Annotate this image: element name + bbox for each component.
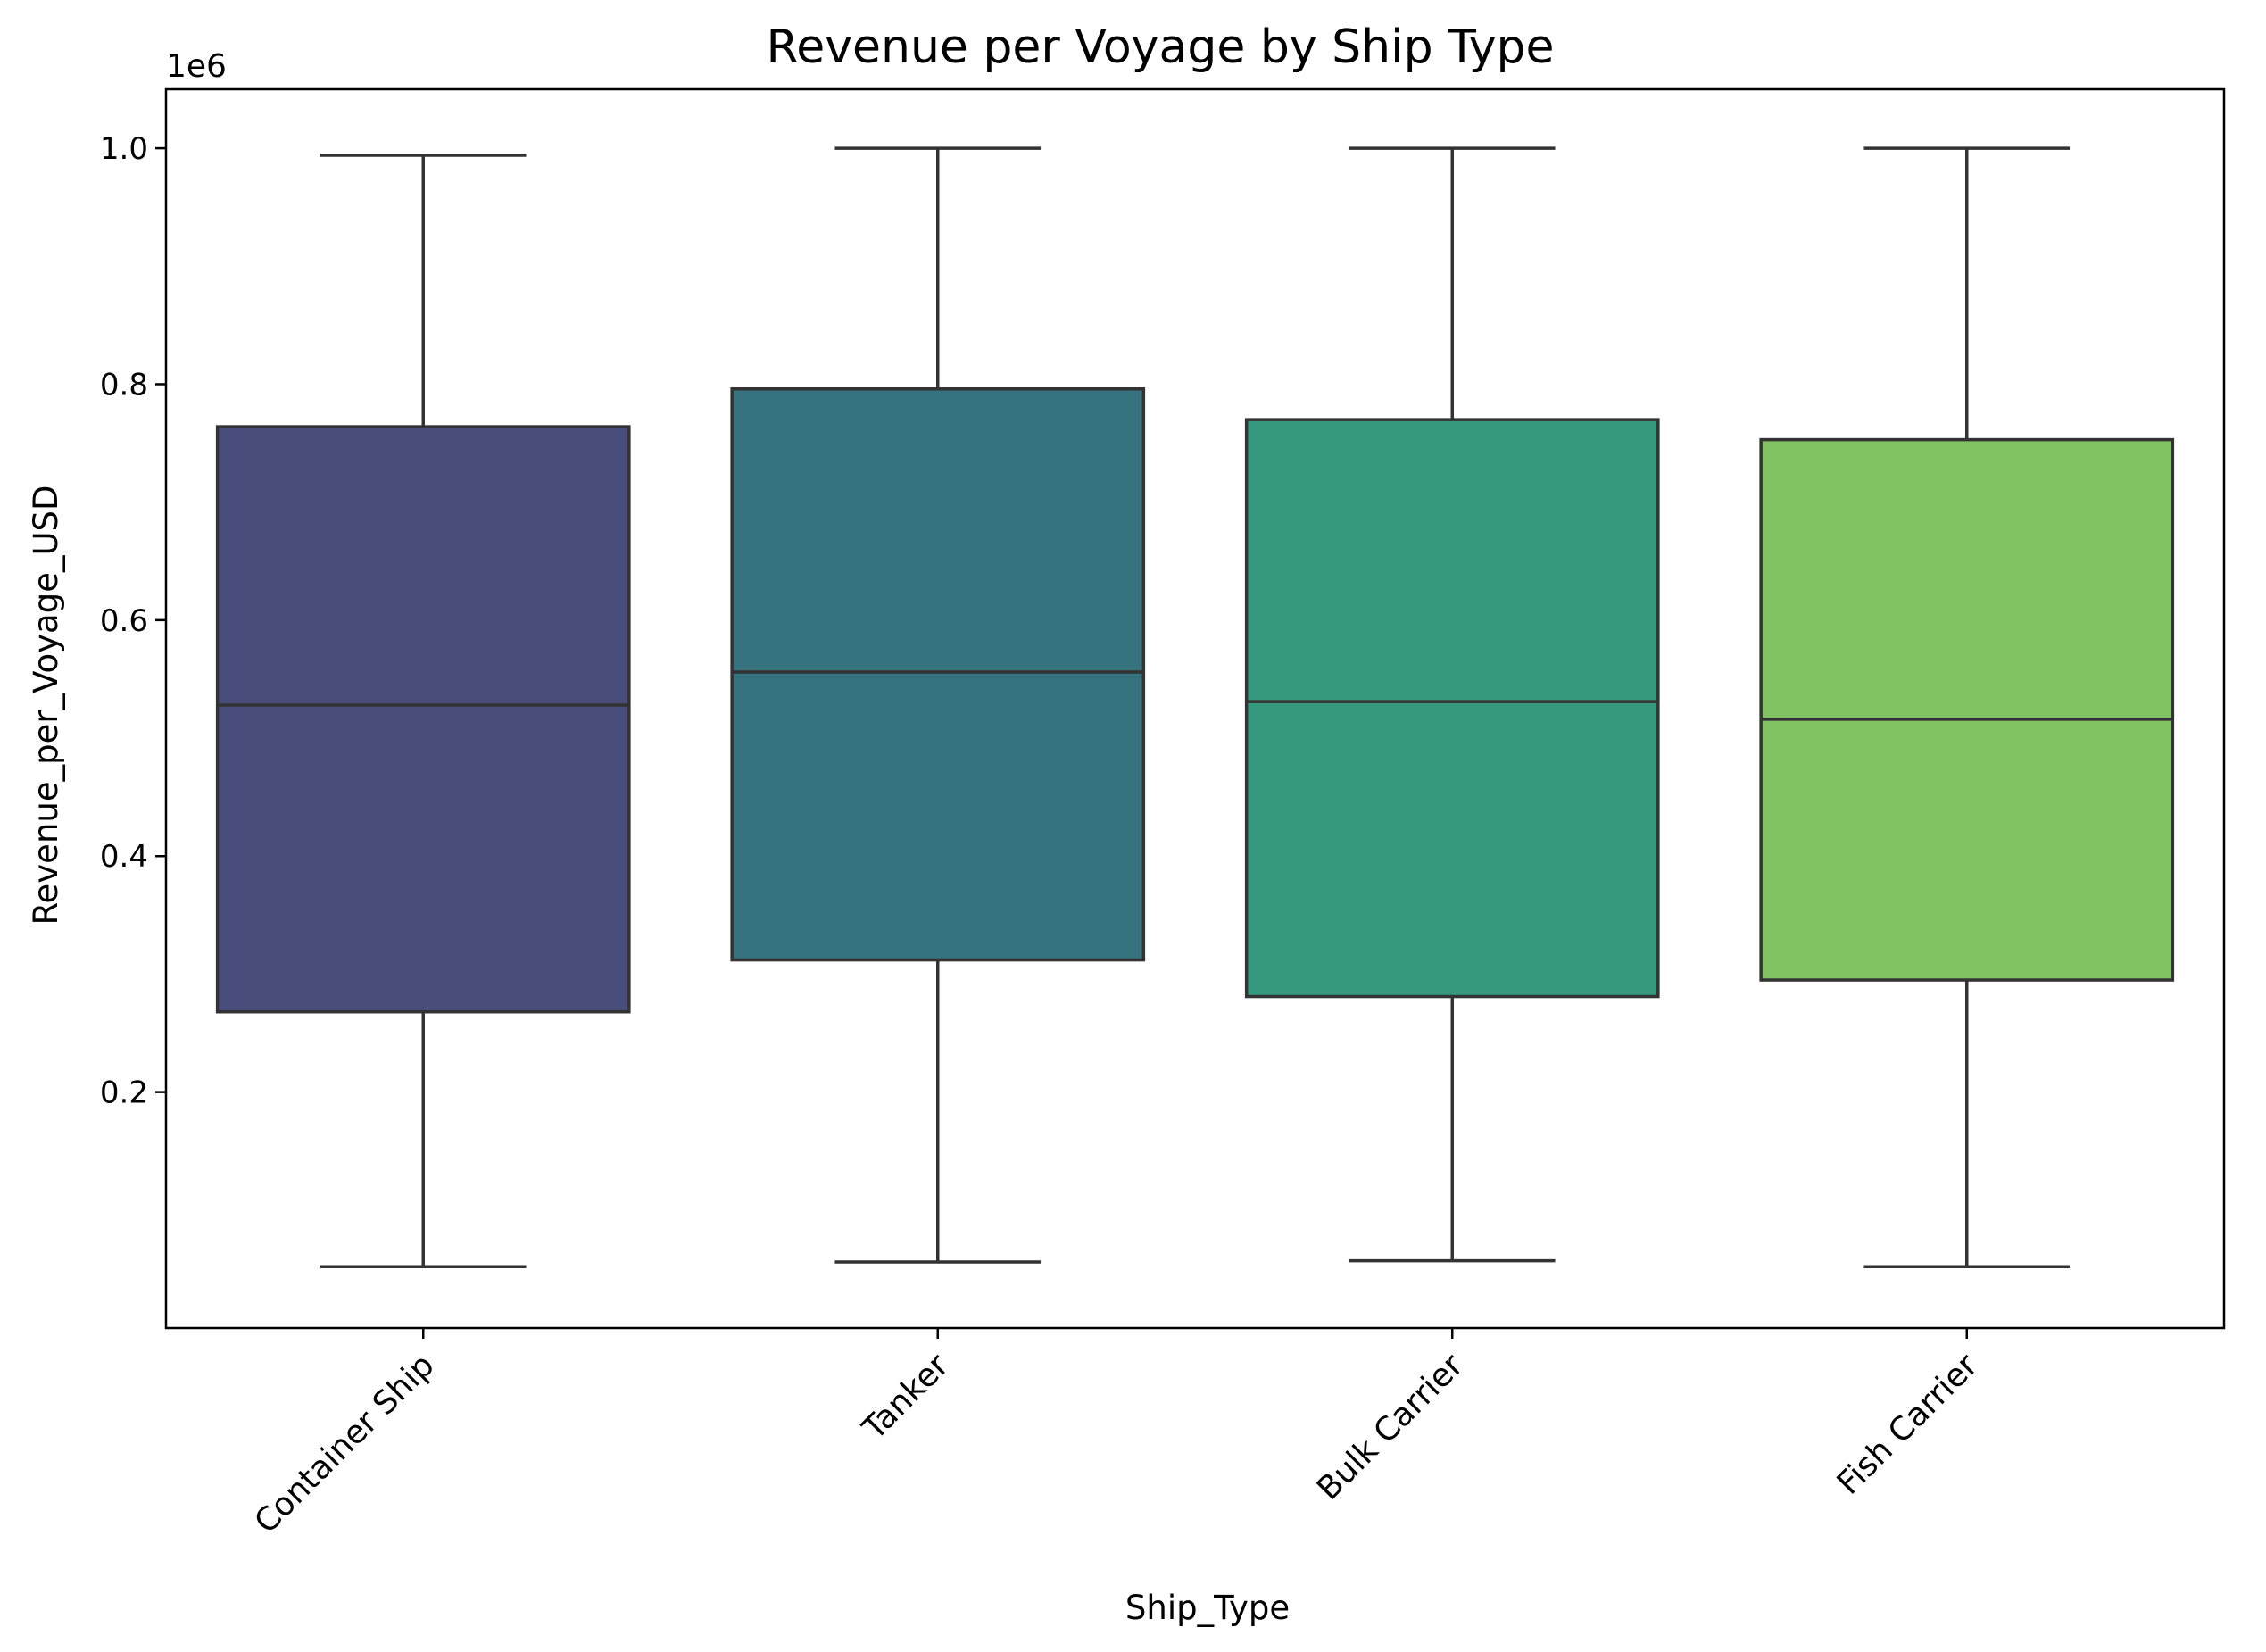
y-axis-label: Revenue_per_Voyage_USD: [27, 485, 65, 925]
y-tick-label: 0.8: [100, 367, 148, 403]
box-group: [730, 146, 1146, 1264]
y-axis: 0.2 0.4 0.6 0.8 1.0: [100, 131, 166, 1111]
chart-title: Revenue per Voyage by Ship Type: [766, 21, 1554, 74]
box-iqr: [730, 387, 1146, 962]
y-offset-label: 1e6: [166, 48, 227, 85]
box-group: [1759, 146, 2175, 1269]
box-group: [215, 154, 631, 1269]
x-tick-label: Tanker: [855, 1347, 956, 1448]
x-tick-label: Bulk Carrier: [1310, 1347, 1471, 1507]
y-tick-label: 0.4: [100, 839, 148, 875]
boxes-layer: [215, 146, 2175, 1269]
x-tick-label: Container Ship: [248, 1347, 442, 1540]
x-tick-label: Fish Carrier: [1830, 1347, 1986, 1502]
y-tick-label: 0.6: [100, 603, 148, 639]
box-iqr: [215, 425, 631, 1014]
box-group: [1244, 146, 1660, 1263]
plot-frame: [164, 87, 2226, 1330]
y-tick-label: 0.2: [100, 1075, 148, 1111]
box-iqr: [1759, 437, 2175, 982]
box-iqr: [1244, 418, 1660, 999]
y-tick-label: 1.0: [100, 131, 148, 167]
x-axis: Container Ship Tanker Bulk Carrier Fish Car…: [248, 1328, 1986, 1540]
x-axis-label: Ship_Type: [1125, 1589, 1290, 1627]
